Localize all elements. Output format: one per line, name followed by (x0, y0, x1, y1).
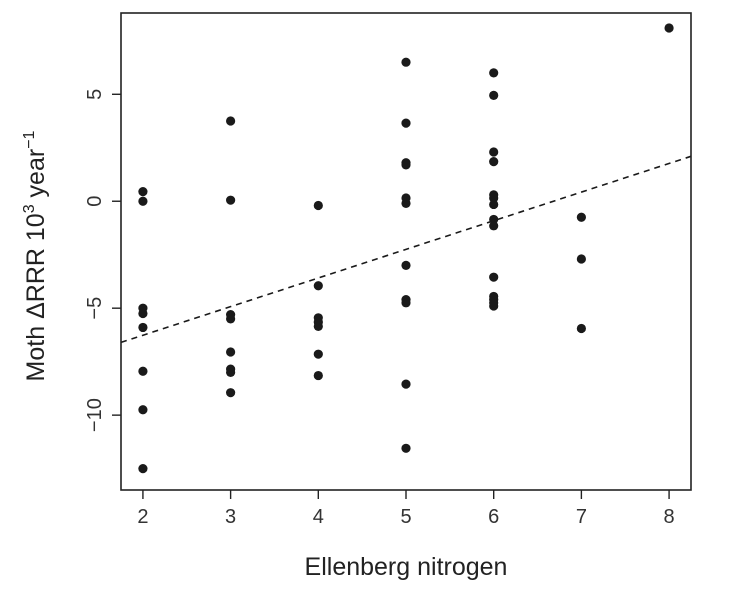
data-point (576, 212, 586, 222)
data-point (489, 68, 499, 78)
data-point (401, 260, 411, 271)
data-point (489, 90, 499, 100)
data-point (226, 388, 236, 398)
data-point (401, 118, 411, 128)
data-point (401, 57, 411, 67)
data-point (226, 314, 236, 324)
trend-line (120, 155, 692, 344)
x-tick-label: 8 (664, 506, 675, 528)
data-point (489, 199, 499, 210)
x-tick-label: 7 (576, 506, 587, 528)
data-point (138, 322, 148, 333)
data-point (226, 116, 236, 126)
y-tick-label: −10 (84, 398, 106, 432)
data-point (313, 200, 323, 211)
data-point (226, 347, 236, 357)
data-point (489, 221, 499, 231)
y-tick-label: −5 (84, 297, 106, 320)
data-point (489, 272, 499, 282)
axis-ticks (112, 93, 670, 499)
data-point (401, 443, 411, 453)
x-tick-label: 3 (225, 506, 236, 528)
data-point (313, 281, 323, 291)
data-point (489, 157, 499, 167)
data-points (138, 23, 674, 474)
data-point (489, 147, 499, 157)
data-point (226, 195, 236, 205)
y-axis-title: Moth ΔRRR 103 year−1 (21, 130, 50, 381)
axis-tick-labels: 2 3 4 5 6 7 8 −10 −5 0 5 (84, 89, 675, 528)
x-tick-label: 5 (400, 506, 411, 528)
data-point (313, 349, 323, 359)
x-tick-label: 4 (313, 506, 324, 528)
data-point (138, 308, 148, 319)
x-tick-label: 6 (488, 506, 499, 528)
plot-frame (120, 12, 692, 491)
data-point (401, 298, 411, 308)
y-tick-label: 5 (84, 89, 106, 100)
x-tick-label: 2 (137, 506, 148, 528)
data-point (138, 464, 148, 474)
data-point (226, 367, 236, 377)
data-point (138, 187, 148, 197)
data-point (401, 379, 411, 389)
data-point (313, 370, 323, 381)
data-point (401, 160, 411, 170)
data-point (138, 196, 148, 206)
data-point (489, 214, 499, 225)
data-point (313, 321, 323, 331)
data-point (489, 301, 499, 311)
data-point (576, 254, 586, 264)
data-point (138, 366, 148, 376)
data-point (401, 198, 411, 208)
data-point (138, 405, 148, 415)
y-tick-label: 0 (84, 196, 106, 207)
data-point (664, 23, 674, 33)
data-point (489, 193, 499, 203)
x-axis-title: Ellenberg nitrogen (305, 553, 508, 581)
data-point (576, 323, 586, 334)
